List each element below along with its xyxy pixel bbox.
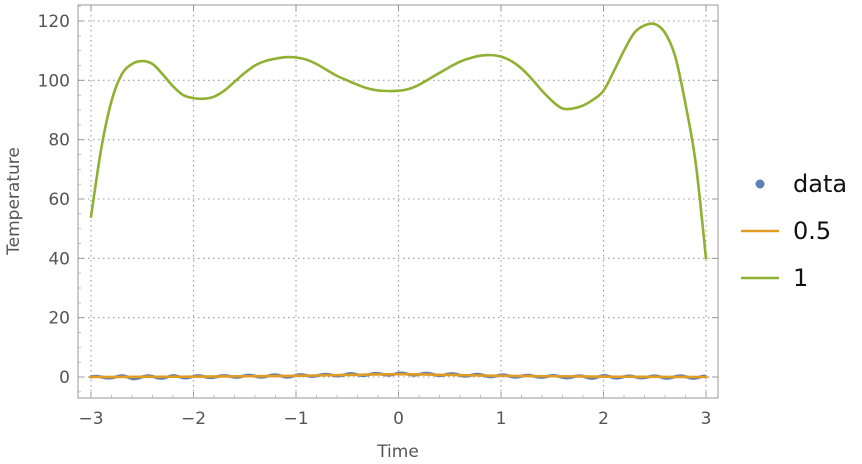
y-tick-label: 0 xyxy=(59,368,70,388)
legend-item: data xyxy=(755,170,847,198)
x-tick-label: 2 xyxy=(598,409,609,429)
ticks: −3 −2 −1 0 1 2 3 0 20 40 60 80 100 120 xyxy=(38,5,718,429)
y-tick-label: 120 xyxy=(38,12,70,32)
x-axis-title: Time xyxy=(376,442,419,462)
y-tick-label: 40 xyxy=(48,249,70,269)
x-tick-label: 0 xyxy=(393,409,404,429)
legend: data 0.5 1 xyxy=(741,170,847,292)
series-line xyxy=(89,22,708,260)
grid xyxy=(78,5,718,398)
x-tick-label: 1 xyxy=(496,409,507,429)
series-1 xyxy=(89,22,708,260)
y-tick-label: 100 xyxy=(38,71,70,91)
series-0-5 xyxy=(89,372,708,379)
legend-marker xyxy=(755,179,765,189)
legend-item: 1 xyxy=(741,264,808,292)
legend-item: 0.5 xyxy=(741,217,831,245)
y-tick-label: 80 xyxy=(48,131,70,151)
legend-label: data xyxy=(793,170,847,198)
x-tick-label: 3 xyxy=(701,409,712,429)
series-line xyxy=(89,372,708,379)
x-tick-label: −1 xyxy=(283,409,308,429)
x-tick-label: −3 xyxy=(78,409,103,429)
y-axis-title: Temperature xyxy=(4,147,24,256)
y-tick-label: 60 xyxy=(48,190,70,210)
x-tick-label: −2 xyxy=(181,409,206,429)
legend-label: 1 xyxy=(793,264,808,292)
series-layer xyxy=(89,22,708,381)
y-tick-label: 20 xyxy=(48,309,70,329)
legend-label: 0.5 xyxy=(793,217,831,245)
